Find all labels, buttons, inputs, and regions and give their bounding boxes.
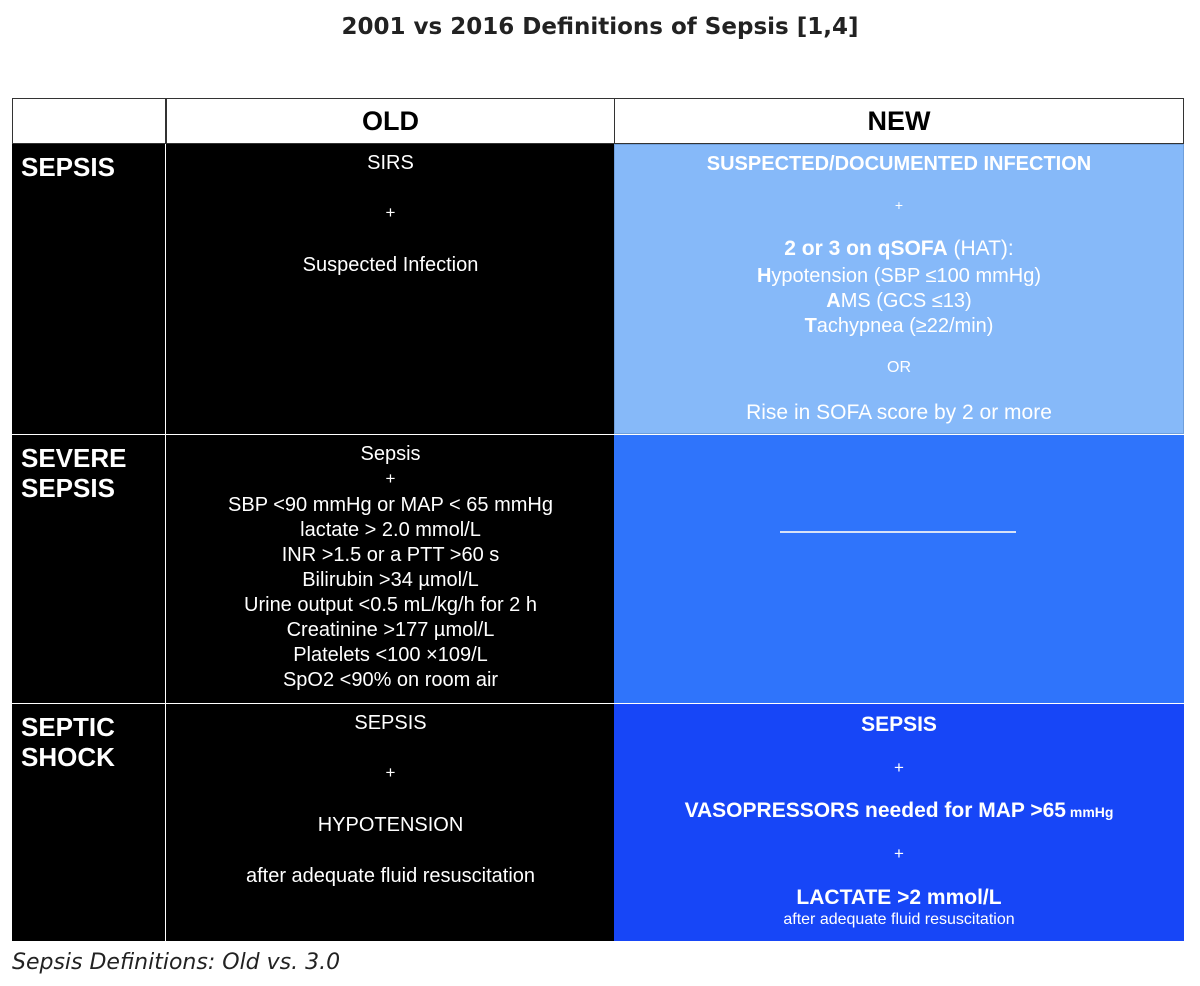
- row-label-septic-shock: SEPTIC SHOCK: [12, 703, 166, 941]
- new-shock-sepsis: SEPSIS: [861, 713, 937, 736]
- new-sepsis-cell: SUSPECTED/DOCUMENTED INFECTION + 2 or 3 …: [614, 144, 1184, 434]
- vasopressors-unit: mmHg: [1065, 804, 1114, 820]
- old-severe-line: Creatinine >177 µmol/L: [286, 619, 495, 641]
- vasopressors-text: VASOPRESSORS needed for MAP >65: [684, 799, 1066, 822]
- new-septic-shock-cell: SEPSIS + VASOPRESSORS needed for MAP >65…: [614, 703, 1184, 941]
- hat-letter: A: [826, 290, 841, 312]
- page-title: 2001 vs 2016 Definitions of Sepsis [1,4]: [341, 14, 859, 40]
- removed-category-line: [780, 531, 1016, 533]
- new-severe-sepsis-cell: [614, 434, 1184, 703]
- old-severe-sepsis-cell: Sepsis + SBP <90 mmHg or MAP < 65 mmHg l…: [166, 434, 615, 703]
- old-severe-line: Platelets <100 ×109/L: [293, 644, 488, 666]
- hat-letter: T: [804, 315, 817, 337]
- figure-caption: Sepsis Definitions: Old vs. 3.0: [12, 950, 341, 975]
- header-blank-cell: [12, 98, 166, 144]
- fluid-resuscitation-note: after adequate fluid resuscitation: [783, 911, 1015, 928]
- old-shock-line: after adequate fluid resuscitation: [245, 865, 536, 887]
- new-sepsis-plus: +: [894, 197, 904, 213]
- row-label-line: SEPSIS: [21, 473, 115, 503]
- row-label-severe-sepsis: SEVERE SEPSIS: [12, 434, 166, 703]
- row-label-line: SEPTIC: [21, 712, 115, 742]
- lactate-text: LACTATE >2 mmol/L: [796, 886, 1002, 909]
- qsofa-bold: 2 or 3 on qSOFA: [784, 237, 948, 260]
- new-sepsis-infection: SUSPECTED/DOCUMENTED INFECTION: [706, 153, 1092, 175]
- new-sepsis-sofa: Rise in SOFA score by 2 or more: [746, 401, 1052, 424]
- old-severe-plus: +: [385, 469, 396, 488]
- hat-text: achypnea (≥22/min): [816, 315, 994, 337]
- old-shock-line: SEPSIS: [354, 712, 427, 734]
- new-sepsis-or: OR: [887, 359, 911, 376]
- old-severe-line: SpO2 <90% on room air: [282, 669, 499, 691]
- new-shock-plus: +: [894, 844, 904, 863]
- old-severe-line: Bilirubin >34 µmol/L: [302, 569, 479, 591]
- old-severe-line: SBP <90 mmHg or MAP < 65 mmHg: [228, 494, 553, 516]
- hat-letter: H: [756, 265, 772, 287]
- row-label-line: SEPSIS: [21, 152, 115, 182]
- hat-text: ypotension (SBP ≤100 mmHg): [771, 265, 1042, 287]
- new-shock-plus: +: [894, 758, 904, 777]
- old-shock-plus: +: [385, 763, 396, 782]
- old-shock-line: HYPOTENSION: [317, 814, 464, 836]
- old-sepsis-line: SIRS: [367, 152, 414, 174]
- old-sepsis-plus: +: [385, 203, 396, 222]
- old-septic-shock-cell: SEPSIS + HYPOTENSION after adequate flui…: [166, 703, 615, 941]
- row-label-line: SEVERE: [21, 443, 127, 473]
- row-label-line: SHOCK: [21, 742, 115, 772]
- sepsis-definitions-table: OLD NEW SEPSIS SIRS + Suspected Infectio…: [12, 98, 1184, 941]
- old-severe-line: INR >1.5 or a PTT >60 s: [281, 544, 500, 566]
- header-old: OLD: [166, 98, 615, 144]
- hat-text: MS (GCS ≤13): [840, 290, 972, 312]
- qsofa-rest: (HAT):: [947, 237, 1014, 260]
- header-new: NEW: [614, 98, 1184, 144]
- old-severe-line: Sepsis: [360, 443, 421, 465]
- old-sepsis-line: Suspected Infection: [302, 254, 479, 276]
- old-severe-line: lactate > 2.0 mmol/L: [300, 519, 481, 541]
- old-sepsis-cell: SIRS + Suspected Infection: [166, 144, 615, 434]
- old-severe-line: Urine output <0.5 mL/kg/h for 2 h: [244, 594, 537, 616]
- row-label-sepsis: SEPSIS: [12, 144, 166, 434]
